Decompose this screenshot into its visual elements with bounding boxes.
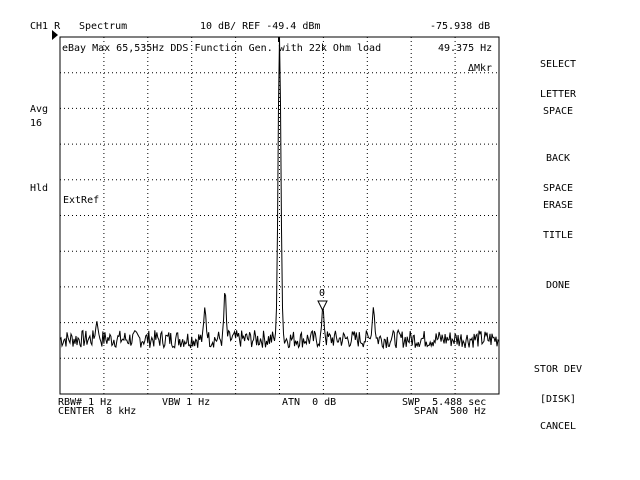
marker-readout: -75.938 dB — [430, 21, 491, 32]
frequency-span: SPAN 500 Hz — [414, 406, 487, 417]
mode-label: Spectrum — [79, 21, 128, 32]
center-frequency: CENTER 8 kHz — [58, 406, 137, 417]
softkey-back-space[interactable]: BACK SPACE — [510, 134, 606, 204]
attenuation-setting: ATN 0 dB — [282, 397, 337, 408]
ext-ref-label: ExtRef — [63, 195, 100, 206]
scale-reference: 10 dB/ REF -49.4 dBm — [200, 21, 321, 32]
delta-marker-label: ΔMkr — [468, 63, 493, 74]
softkey-label: LETTER — [539, 89, 577, 100]
sweep-time: SWP 5.488 sec — [402, 397, 487, 408]
softkey-select-letter[interactable]: SELECT LETTER — [510, 40, 606, 110]
active-channel-arrow-icon — [52, 30, 58, 40]
softkey-label: DONE — [545, 280, 571, 291]
softkey-label: SPACE — [542, 106, 574, 117]
average-count: 16 — [30, 118, 43, 129]
softkey-label: CANCEL — [539, 421, 577, 432]
softkey-erase-title[interactable]: ERASE TITLE — [510, 181, 606, 251]
plot-frame — [59, 36, 500, 395]
softkey-cancel[interactable]: CANCEL — [510, 402, 606, 442]
softkey-label: SELECT — [539, 59, 577, 70]
channel-indicator: CH1 R — [30, 21, 61, 32]
softkey-stor-dev[interactable]: STOR DEV [DISK] — [510, 345, 606, 415]
softkey-label: STOR DEV — [533, 364, 583, 375]
graticule — [60, 37, 499, 394]
rbw-setting: RBW# 1 Hz — [58, 397, 113, 408]
softkey-label: [DISK] — [539, 394, 577, 405]
marker-number: 0 — [319, 288, 326, 299]
average-label: Avg — [30, 104, 49, 115]
softkey-label: ERASE — [542, 200, 574, 211]
trace-title[interactable]: eBay Max 65,535Hz DDS Function Gen. with… — [62, 43, 382, 54]
softkey-space[interactable]: SPACE — [510, 87, 606, 127]
softkey-label: TITLE — [542, 230, 574, 241]
marker-frequency: 49.375 Hz — [438, 43, 493, 54]
vbw-setting: VBW 1 Hz — [162, 397, 211, 408]
softkey-label: BACK — [545, 153, 571, 164]
softkey-label: SPACE — [542, 183, 574, 194]
hold-indicator: Hld — [30, 183, 49, 194]
marker-triangle-icon — [317, 300, 328, 312]
softkey-done[interactable]: DONE — [510, 261, 606, 301]
